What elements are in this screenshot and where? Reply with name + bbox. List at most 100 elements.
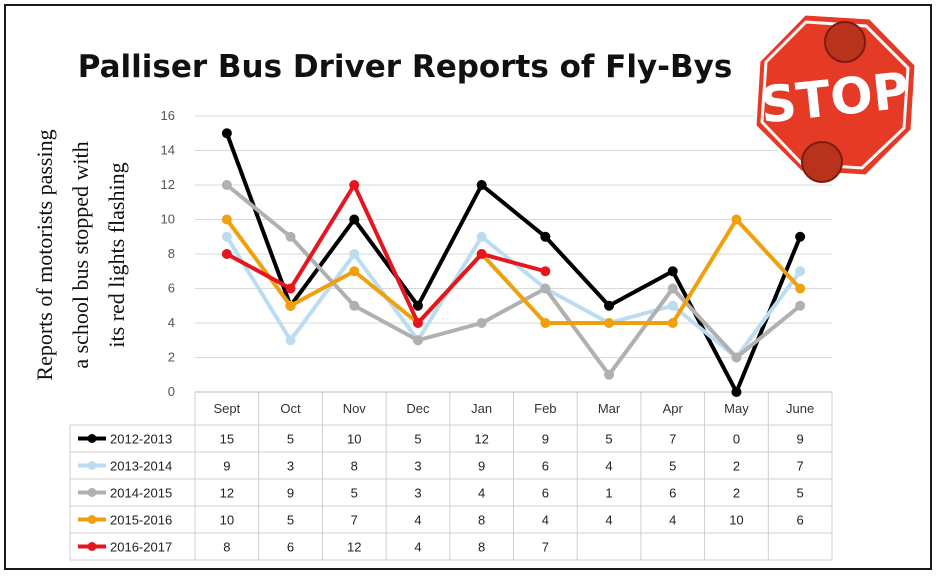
x-category-label: Apr: [663, 401, 684, 416]
data-point: [221, 214, 232, 225]
gridlines: [195, 115, 832, 393]
stop-sign-border: [760, 20, 910, 170]
table-cell-value: 5: [414, 432, 421, 447]
table-cell-value: 4: [669, 513, 676, 528]
y-axis-label-line-3: its red lights flashing: [104, 162, 129, 347]
data-table: Sept Oct Nov Dec Jan Feb Mar Apr May June 2012-201…: [69, 391, 833, 561]
table-cell-value: 7: [797, 459, 804, 474]
y-tick-label: 6: [168, 281, 175, 296]
data-point: [667, 318, 678, 328]
legend-key-marker: [87, 515, 97, 524]
table-cell-value: 9: [223, 459, 230, 474]
x-category-label: Nov: [343, 401, 367, 416]
table-cell-value: 6: [797, 513, 804, 528]
data-point: [795, 300, 806, 311]
table-cell-value: 3: [287, 459, 294, 474]
table-cell-value: 10: [220, 513, 234, 528]
legend-key-marker: [87, 434, 97, 443]
y-tick-label: 16: [161, 108, 175, 123]
table-cell-value: 2: [733, 486, 740, 501]
data-point: [795, 283, 806, 294]
y-tick-label: 12: [161, 177, 175, 192]
table-cell-value: 6: [287, 540, 294, 555]
table-cell-value: 7: [542, 540, 549, 555]
data-point: [667, 266, 678, 277]
data-point: [412, 318, 423, 328]
table-cell-value: 0: [733, 432, 740, 447]
table-cell-value: 5: [797, 486, 804, 501]
y-axis-label-line-1: Reports of motorists passing: [32, 129, 57, 380]
y-tick-label: 10: [161, 212, 175, 227]
table-cell-value: 12: [220, 486, 234, 501]
table-cell-value: 5: [605, 432, 612, 447]
table-cell-value: 15: [220, 432, 234, 447]
table-cell-value: 5: [287, 432, 294, 447]
legend-series-name: 2012-2013: [110, 432, 172, 447]
table-cell-value: 8: [223, 540, 230, 555]
data-point: [795, 231, 806, 242]
data-point: [667, 283, 678, 294]
table-cell-value: 6: [542, 486, 549, 501]
data-point: [476, 231, 487, 242]
stop-sign-octagon: [753, 12, 918, 178]
data-point: [221, 249, 232, 259]
legend-series-name: 2016-2017: [110, 540, 172, 555]
data-point: [540, 266, 551, 277]
table-cell-value: 9: [797, 432, 804, 447]
legend-key-marker: [87, 542, 97, 551]
table-cell-value: 7: [351, 513, 358, 528]
x-category-label: Sept: [213, 401, 240, 416]
data-point: [604, 369, 615, 380]
x-category-label: Oct: [280, 401, 301, 416]
table-cell-value: 1: [605, 486, 612, 501]
table-cell-value: 10: [347, 432, 361, 447]
table-cell-value: 4: [414, 513, 421, 528]
data-point: [285, 231, 296, 242]
table-cell-value: 10: [729, 513, 743, 528]
data-point: [604, 300, 615, 311]
table-cell-value: 5: [351, 486, 358, 501]
table-cell-value: 9: [478, 459, 485, 474]
table-cell-value: 8: [478, 513, 485, 528]
table-cell-value: 8: [478, 540, 485, 555]
legend-key-marker: [87, 488, 97, 497]
y-axis-ticks: 0 2 4 6 8 10 12 14 16: [161, 108, 175, 399]
x-category-label: Feb: [534, 401, 556, 416]
legend-series-name: 2015-2016: [110, 513, 172, 528]
chart-title: Palliser Bus Driver Reports of Fly-Bys: [78, 49, 733, 85]
y-tick-label: 14: [161, 143, 175, 158]
data-point: [731, 387, 742, 397]
table-cell-value: 9: [542, 432, 549, 447]
x-category-label: May: [724, 401, 749, 416]
data-point: [667, 300, 678, 311]
data-point: [349, 266, 360, 277]
y-tick-label: 8: [168, 246, 175, 261]
series-line: [224, 183, 548, 325]
table-cell-value: 2: [733, 459, 740, 474]
data-point: [349, 249, 360, 259]
stop-sign-image: STOP: [753, 12, 918, 183]
data-point: [540, 231, 551, 242]
data-point: [285, 283, 296, 294]
data-point: [285, 335, 296, 346]
table-cell-value: 4: [605, 513, 612, 528]
table-cell-value: 6: [669, 486, 676, 501]
x-category-label: Mar: [598, 401, 621, 416]
y-tick-label: 4: [168, 315, 175, 330]
data-point: [349, 214, 360, 225]
data-point: [604, 318, 615, 328]
x-category-label: June: [786, 401, 814, 416]
table-cell-value: 4: [605, 459, 612, 474]
x-category-label: Dec: [406, 401, 430, 416]
data-point: [476, 180, 487, 190]
data-point: [540, 283, 551, 294]
series-lines: [221, 128, 806, 397]
data-point: [221, 231, 232, 242]
data-point: [285, 300, 296, 311]
x-category-label: Jan: [471, 401, 492, 416]
data-point: [412, 300, 423, 311]
data-point: [540, 318, 551, 328]
table-cell-value: 12: [474, 432, 488, 447]
legend-series-name: 2014-2015: [110, 486, 172, 501]
